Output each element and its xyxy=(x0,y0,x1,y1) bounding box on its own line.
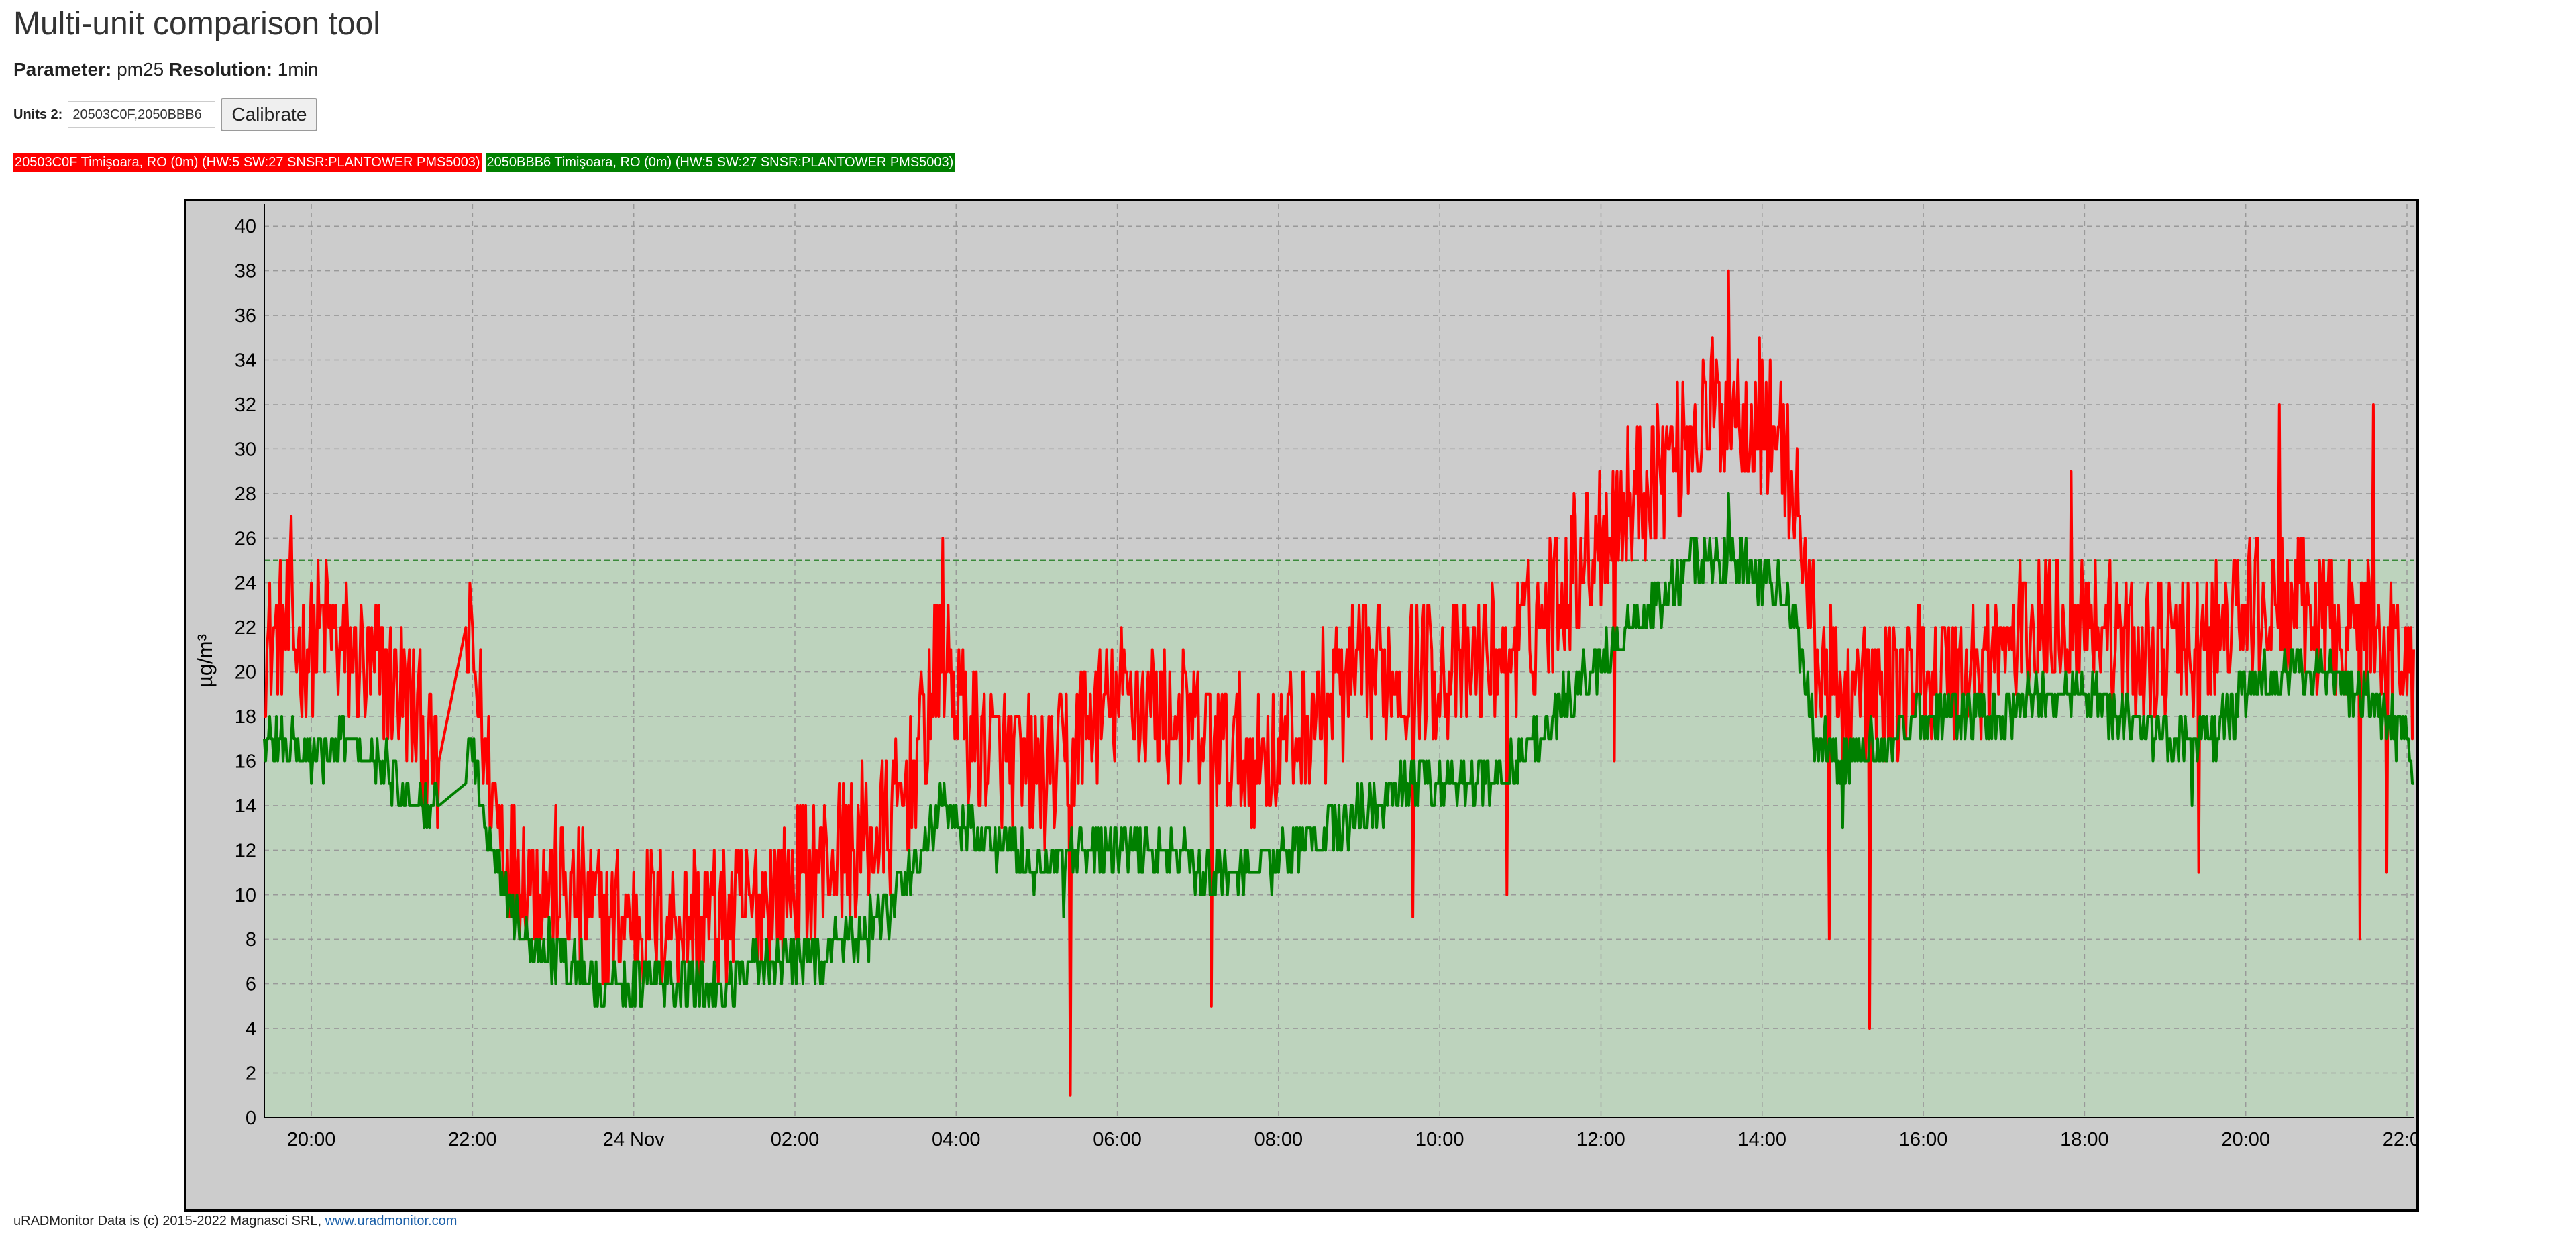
y-axis-title: µg/m³ xyxy=(193,634,217,688)
y-tick-label: 24 xyxy=(235,573,256,594)
units-input[interactable] xyxy=(68,101,216,128)
parameter-line: Parameter: pm25 Resolution: 1min xyxy=(13,59,318,80)
x-tick-label: 22:00 xyxy=(448,1129,497,1150)
y-tick-label: 30 xyxy=(235,439,256,460)
x-tick-label: 02:00 xyxy=(771,1129,820,1150)
y-tick-label: 2 xyxy=(246,1063,256,1085)
x-tick-label: 20:00 xyxy=(287,1129,336,1150)
legend: 20503C0F Timişoara, RO (0m) (HW:5 SW:27 … xyxy=(13,153,955,172)
units-form: Units 2: Calibrate xyxy=(13,98,318,131)
x-tick-label: 10:00 xyxy=(1415,1129,1464,1150)
y-tick-label: 16 xyxy=(235,751,256,772)
x-tick-label: 08:00 xyxy=(1254,1129,1303,1150)
x-tick-label: 18:00 xyxy=(2060,1129,2109,1150)
footer-copyright: uRADMonitor Data is (c) 2015-2022 Magnas… xyxy=(13,1214,322,1228)
chart-container: 0 2 4 6 8 10 12 14 16 18 20 22 24 26 28 30 32 34 36 38 40 20:… xyxy=(184,199,2419,1212)
page-title: Multi-unit comparison tool xyxy=(13,6,380,42)
y-tick-label: 38 xyxy=(235,261,256,282)
x-tick-label: 14:00 xyxy=(1737,1129,1786,1150)
y-tick-label: 22 xyxy=(235,617,256,639)
legend-item-red-unit: 20503C0F Timişoara, RO (0m) (HW:5 SW:27 … xyxy=(13,153,482,172)
chart-svg: 024681012141618202224262830323436384020:… xyxy=(193,204,2416,1150)
y-tick-label: 12 xyxy=(235,840,256,861)
series-line xyxy=(263,492,2414,1008)
y-tick-label: 8 xyxy=(246,929,256,951)
y-tick-label: 36 xyxy=(235,305,256,327)
y-tick-label: 32 xyxy=(235,394,256,416)
y-tick-label: 6 xyxy=(246,974,256,996)
parameter-value: pm25 xyxy=(117,59,164,80)
y-tick-label: 18 xyxy=(235,706,256,728)
resolution-value: 1min xyxy=(277,59,319,80)
y-tick-label: 10 xyxy=(235,885,256,906)
y-tick-label: 34 xyxy=(235,350,256,372)
x-tick-label: 16:00 xyxy=(1899,1129,1948,1150)
y-tick-label: 28 xyxy=(235,484,256,505)
x-tick-label: 24 Nov xyxy=(603,1129,665,1150)
y-tick-label: 20 xyxy=(235,662,256,684)
x-tick-label: 20:00 xyxy=(2221,1129,2270,1150)
footer-link[interactable]: www.uradmonitor.com xyxy=(325,1214,458,1228)
resolution-label: Resolution: xyxy=(168,59,272,80)
footer: uRADMonitor Data is (c) 2015-2022 Magnas… xyxy=(13,1214,457,1229)
parameter-label: Parameter: xyxy=(13,59,112,80)
x-tick-label: 12:00 xyxy=(1576,1129,1625,1150)
legend-item-green-unit: 2050BBB6 Timişoara, RO (0m) (HW:5 SW:27 … xyxy=(485,153,955,172)
y-tick-label: 4 xyxy=(246,1018,256,1040)
calibrate-button[interactable]: Calibrate xyxy=(221,98,318,131)
y-tick-label: 14 xyxy=(235,796,256,817)
y-tick-label: 26 xyxy=(235,528,256,549)
units-label: Units 2: xyxy=(13,107,63,122)
y-tick-label: 0 xyxy=(246,1108,256,1129)
x-tick-label: 06:00 xyxy=(1093,1129,1142,1150)
x-tick-label: 04:00 xyxy=(932,1129,981,1150)
y-tick-label: 40 xyxy=(235,216,256,237)
x-tick-label: 22:00 xyxy=(2383,1129,2416,1150)
